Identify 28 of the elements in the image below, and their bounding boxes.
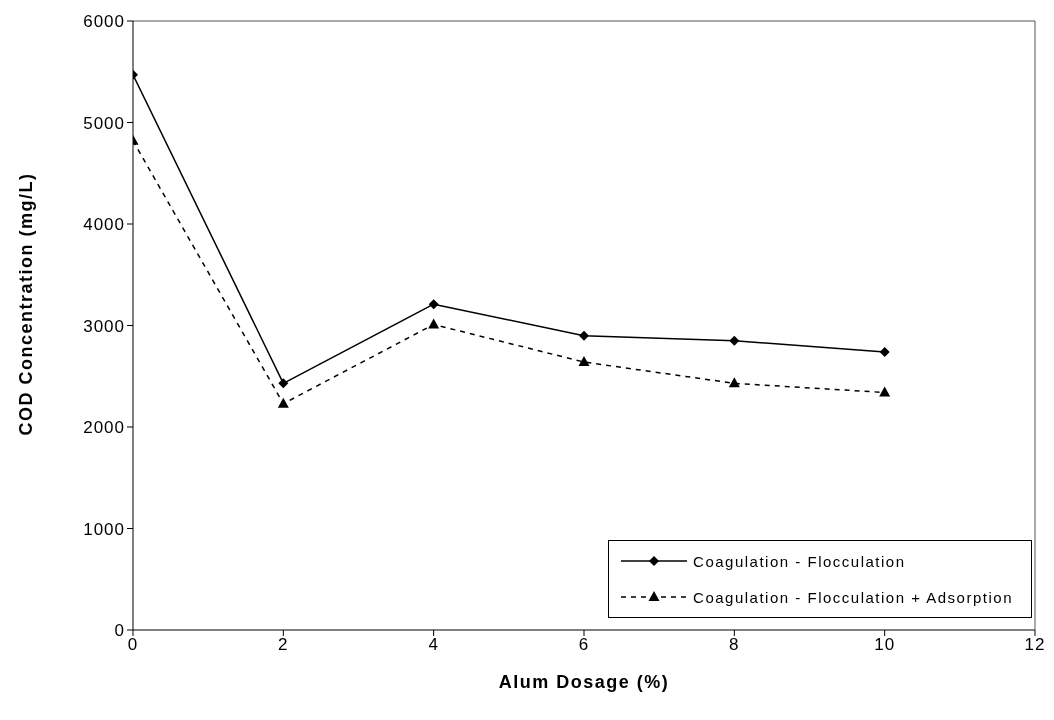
x-tick-label: 6 [578,635,590,655]
y-axis-title: COD Concentration (mg/L) [16,172,37,436]
y-tick-label: 1000 [83,519,125,539]
legend-label: Coagulation - Flocculation [693,552,906,570]
y-tick-label: 0 [114,621,125,641]
y-tick-label: 2000 [83,418,125,438]
point [879,346,890,357]
y-tick-label: 3000 [83,316,125,336]
point [729,335,740,346]
x-tick-label: 0 [127,635,139,655]
point [428,318,440,329]
y-tick-label: 5000 [83,113,125,133]
x-tick-label: 8 [729,635,740,655]
point [277,397,289,408]
point [579,330,589,341]
x-tick-label: 4 [428,635,439,655]
point [428,299,439,310]
point [578,356,590,367]
legend-label: Coagulation - Flocculation + Adsorption [693,588,1013,606]
y-tick-label: 6000 [83,12,125,32]
point [879,386,891,397]
point [278,378,289,389]
x-axis-title: Alum Dosage (%) [498,672,670,692]
x-tick-label: 10 [874,635,896,655]
x-tick-label: 12 [1024,635,1046,655]
point [728,377,740,388]
x-tick-label: 2 [278,635,289,655]
y-tick-label: 4000 [83,215,125,235]
